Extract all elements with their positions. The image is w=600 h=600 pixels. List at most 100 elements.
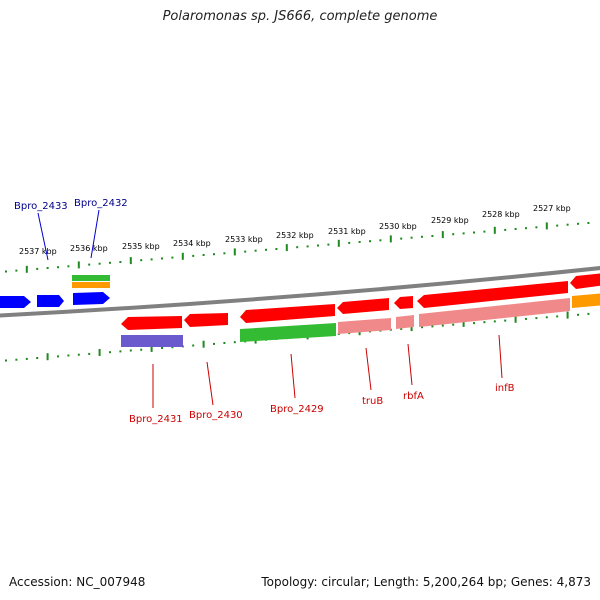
minor-tick: [306, 245, 309, 248]
minor-tick: [223, 342, 226, 344]
minor-tick: [504, 228, 507, 231]
gene-arrow[interactable]: [240, 304, 335, 323]
gene-label-bpro-2430[interactable]: Bpro_2430: [189, 410, 243, 421]
gene-arrow[interactable]: [337, 298, 389, 314]
gene-arrow[interactable]: [417, 281, 568, 308]
minor-tick: [98, 262, 101, 265]
forward-genes: [0, 292, 110, 308]
gene-arrow[interactable]: [121, 316, 182, 330]
minor-tick: [327, 243, 330, 246]
minor-tick: [441, 324, 444, 327]
minor-tick: [192, 344, 195, 347]
minor-tick: [5, 359, 7, 362]
scale-label: 2527 kbp: [533, 204, 571, 213]
minor-tick: [109, 261, 111, 264]
minor-tick: [77, 353, 80, 356]
gene-arrow[interactable]: [73, 292, 110, 305]
minor-tick: [556, 315, 559, 318]
callout-line: [290, 353, 296, 399]
minor-tick: [213, 253, 215, 256]
minor-tick: [192, 254, 195, 257]
callout-line: [90, 209, 100, 259]
minor-tick: [577, 313, 579, 316]
map-title: Polaromonas sp. JS666, complete genome: [162, 9, 438, 24]
minor-tick: [504, 319, 507, 322]
minor-tick: [473, 231, 475, 234]
purple-feature[interactable]: [121, 335, 183, 347]
major-tick: [441, 231, 444, 239]
minor-tick: [525, 317, 527, 320]
scale-label: 2530 kbp: [379, 222, 417, 231]
minor-tick: [129, 349, 132, 352]
minor-tick: [545, 316, 548, 319]
minor-tick: [140, 348, 143, 351]
minor-tick: [46, 267, 49, 269]
minor-tick: [119, 261, 122, 263]
minor-tick: [431, 235, 434, 237]
minor-tick: [493, 320, 496, 323]
minor-tick: [535, 317, 538, 320]
major-tick: [77, 261, 80, 269]
minor-tick: [525, 227, 527, 230]
green-feature[interactable]: [240, 323, 336, 342]
minor-tick: [109, 351, 111, 354]
gene-label-rbfa[interactable]: rbfA: [403, 391, 424, 402]
minor-tick: [171, 256, 174, 259]
gene-arrow[interactable]: [0, 296, 31, 308]
minor-tick: [514, 228, 517, 230]
scale-label: 2533 kbp: [225, 235, 263, 244]
minor-tick: [15, 269, 18, 272]
gene-label-infb[interactable]: infB: [495, 383, 515, 394]
gene-arrow[interactable]: [37, 295, 64, 307]
minor-tick: [421, 326, 423, 329]
minor-tick: [577, 222, 579, 225]
minor-tick: [473, 322, 475, 325]
minor-tick: [556, 224, 559, 227]
orange-feature[interactable]: [72, 282, 110, 288]
minor-tick: [421, 235, 423, 238]
minor-tick: [275, 248, 278, 250]
minor-tick: [566, 223, 569, 226]
minor-tick: [462, 232, 465, 235]
minor-tick: [57, 266, 59, 269]
major-tick: [233, 248, 236, 256]
minor-tick: [379, 239, 382, 242]
accession-text: Accession: NC_007948: [9, 575, 146, 589]
minor-tick: [171, 346, 174, 349]
minor-tick: [202, 254, 205, 256]
major-tick: [566, 311, 569, 319]
minor-tick: [483, 321, 486, 324]
pale-feature[interactable]: [419, 298, 570, 327]
green-feature[interactable]: [72, 275, 110, 281]
gene-arrow[interactable]: [394, 296, 413, 309]
callout-line: [206, 361, 214, 406]
scale-label: 2531 kbp: [328, 227, 366, 236]
minor-tick: [15, 358, 18, 361]
pale-feature[interactable]: [396, 315, 414, 329]
minor-tick: [400, 237, 403, 240]
gene-label-bpro-2432[interactable]: Bpro_2432: [74, 198, 128, 209]
minor-tick: [150, 258, 153, 261]
gene-arrow[interactable]: [184, 313, 228, 327]
minor-tick: [431, 325, 434, 328]
minor-tick: [452, 323, 455, 326]
gene-label-bpro-2433[interactable]: Bpro_2433: [14, 201, 68, 212]
inner-features: [121, 293, 600, 347]
major-tick: [545, 222, 548, 230]
minor-tick: [67, 354, 70, 357]
outer-tick-track: [5, 222, 590, 273]
pale-feature[interactable]: [338, 318, 391, 334]
gene-label-bpro-2431[interactable]: Bpro_2431: [129, 414, 183, 425]
minor-tick: [296, 246, 299, 249]
genome-stats-text: Topology: circular; Length: 5,200,264 bp…: [261, 575, 591, 589]
minor-tick: [88, 263, 91, 266]
gene-arrow[interactable]: [570, 273, 600, 289]
orange-feature[interactable]: [572, 293, 600, 308]
gene-label-trub[interactable]: truB: [362, 396, 383, 407]
minor-tick: [369, 240, 371, 243]
minor-tick: [452, 233, 455, 236]
major-tick: [337, 239, 340, 247]
gene-label-bpro-2429[interactable]: Bpro_2429: [270, 404, 324, 415]
minor-tick: [5, 270, 7, 273]
